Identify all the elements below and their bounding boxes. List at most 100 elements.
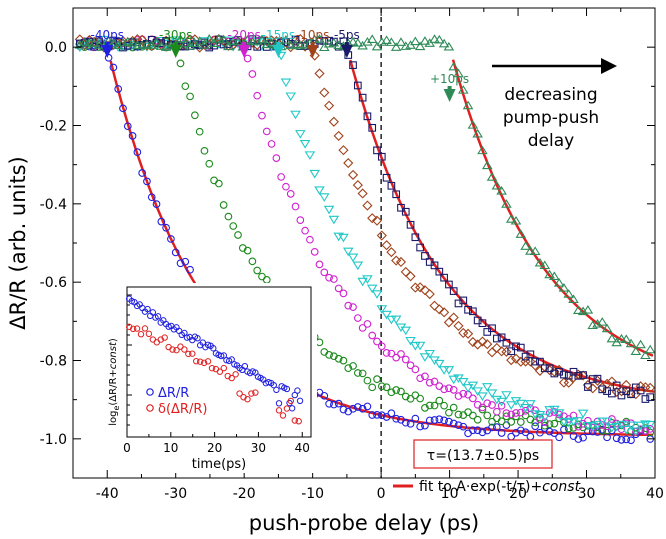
data-point [627,390,635,399]
y-tick-label: -0.8 [40,354,67,370]
inset-point [220,364,228,372]
data-point [119,104,127,113]
data-point [510,215,522,225]
data-point [114,85,123,93]
data-point [347,36,359,46]
data-point [473,426,482,435]
data-point [512,409,520,417]
data-point [199,40,210,49]
data-point [382,349,391,357]
data-point [424,289,435,300]
data-point [497,401,506,410]
inset-point [236,390,243,397]
tau-box [413,439,553,469]
data-point [333,40,344,49]
data-point [462,384,474,393]
data-point [481,383,493,392]
data-point [397,350,405,358]
data-point [203,33,215,43]
data-point [482,339,493,350]
inset-point [228,356,235,363]
data-point [448,312,459,323]
data-point [449,403,458,412]
data-point [579,433,587,442]
data-point [386,37,397,46]
x-tick-label: 0 [377,486,386,502]
data-point [486,347,498,358]
data-point [622,435,631,444]
data-point [406,220,415,229]
data-point [377,342,386,351]
data-point [568,294,579,304]
data-point [603,426,611,435]
data-point [505,214,517,223]
data-point [612,434,621,443]
data-point [328,37,340,47]
data-point [540,421,549,430]
data-point [598,385,607,394]
inset-point [141,325,149,332]
data-point [349,404,357,413]
data-point [185,34,196,45]
inset-x-tick-label: 10 [163,441,178,455]
delay-label: -20ps [227,28,260,42]
data-point [545,427,554,436]
data-point [539,413,551,423]
data-point [558,377,570,388]
data-point [574,371,583,380]
data-point [526,350,535,359]
y-tick-label: 0.0 [45,40,67,56]
data-point [291,202,300,211]
data-point [453,68,464,78]
inset-y-label-end: ) [108,338,119,342]
data-point [371,41,383,51]
data-point [74,40,86,49]
data-point [502,338,511,347]
data-point [588,375,597,383]
data-point [262,127,271,136]
data-point [545,420,554,428]
data-point [544,269,555,279]
data-point [84,37,95,47]
data-point [435,267,444,276]
data-point [430,416,439,424]
data-point [358,404,367,413]
delay-arrow-stem [242,42,247,47]
data-point [430,377,439,386]
inset-point [133,325,141,332]
inset-point [275,400,283,407]
data-point [457,378,469,387]
delay-label: -40ps [91,28,124,42]
data-point [167,235,175,243]
tau-value: τ=(13.7±0.5)ps [427,448,539,464]
data-point [122,36,134,46]
inset-frame [126,286,312,438]
inset-y-label-log: log [108,411,119,426]
data-point [291,35,300,44]
data-point [531,406,540,415]
data-point [371,290,383,299]
inset-point [252,389,259,396]
data-point [573,417,584,426]
data-point [483,399,492,408]
data-point [462,328,474,339]
data-point [363,320,372,328]
data-point [534,257,546,267]
inset-legend-marker [146,388,154,396]
data-point [280,34,292,44]
inset-point [169,346,176,353]
inset-point [216,368,224,375]
data-point [550,429,559,437]
data-point [496,185,507,195]
data-point [143,177,151,186]
data-point [320,348,329,356]
data-point [491,180,503,190]
inset-point [185,350,192,358]
x-tick-label: 30 [578,486,596,502]
data-point [563,377,574,388]
data-point [184,40,196,50]
data-point [553,278,565,287]
data-point [323,205,335,215]
data-point [334,399,343,408]
